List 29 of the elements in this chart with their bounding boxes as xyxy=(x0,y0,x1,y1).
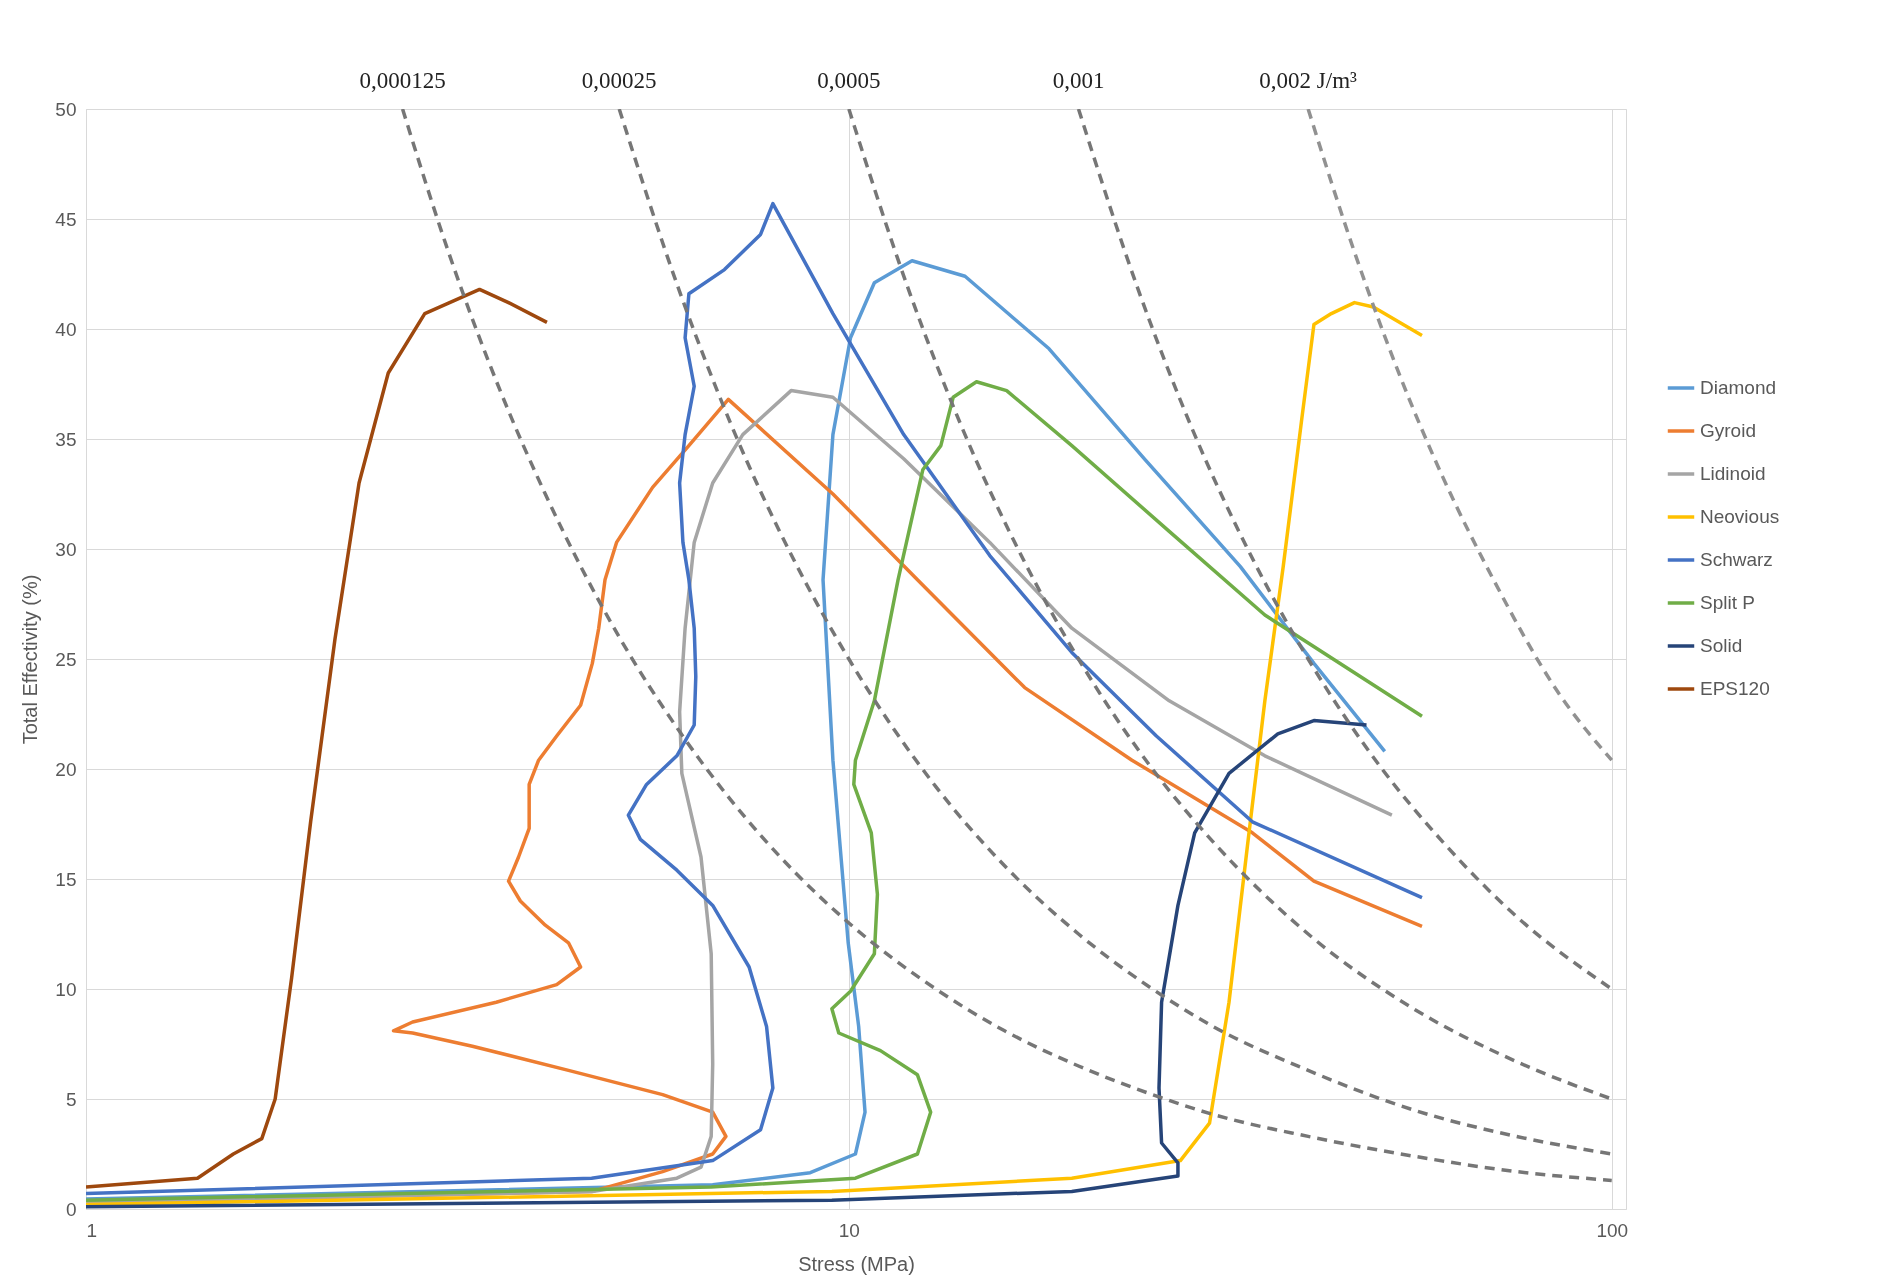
y-tick-label: 5 xyxy=(65,1088,77,1110)
x-tick-label: 10 xyxy=(838,1219,860,1241)
series-label: 0,001 xyxy=(1052,68,1105,93)
legend-label: Lidinoid xyxy=(1700,463,1766,484)
y-tick-label: 40 xyxy=(55,318,77,340)
legend-label: EPS120 xyxy=(1700,678,1770,699)
y-tick-label: 10 xyxy=(55,978,77,1000)
series-label: 0,002 J/m³ xyxy=(1259,68,1358,93)
x-axis-title: Stress (MPa) xyxy=(798,1252,915,1275)
y-tick-label: 20 xyxy=(55,758,77,780)
legend-label: Solid xyxy=(1700,635,1743,656)
x-tick-label: 1 xyxy=(86,1219,98,1241)
legend-label: Neovious xyxy=(1700,506,1780,527)
y-tick-label: 30 xyxy=(55,538,77,560)
y-tick-label: 0 xyxy=(65,1198,77,1220)
series-label: 0,000125 xyxy=(359,68,446,93)
y-axis-title: Total Effectivity (%) xyxy=(19,574,42,745)
y-tick-label: 25 xyxy=(55,648,77,670)
y-tick-label: 35 xyxy=(55,428,77,450)
y-tick-label: 15 xyxy=(55,868,77,890)
series-label: 0,00025 xyxy=(581,68,657,93)
legend-label: Gyroid xyxy=(1700,420,1756,441)
legend-label: Diamond xyxy=(1700,377,1777,398)
legend-label: Schwarz xyxy=(1700,549,1773,570)
y-tick-label: 45 xyxy=(55,208,77,230)
legend-label: Split P xyxy=(1700,592,1755,613)
y-tick-label: 50 xyxy=(55,98,77,120)
x-tick-label: 100 xyxy=(1596,1219,1629,1241)
series-label: 0,0005 xyxy=(817,68,881,93)
